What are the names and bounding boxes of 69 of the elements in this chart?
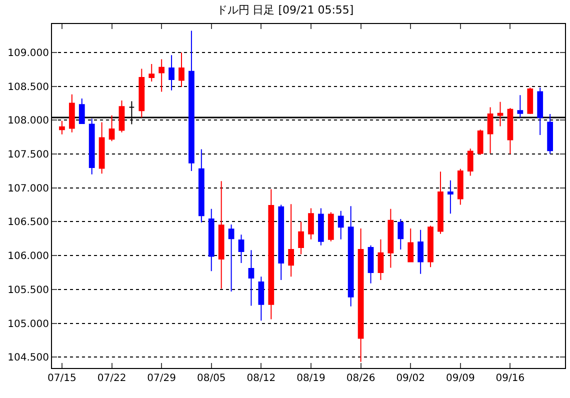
candlestick [118,100,125,133]
candlestick [178,52,184,88]
y-tick-label: 105.500 [8,284,49,296]
candlestick [527,87,534,115]
candlestick [78,98,85,124]
candlestick [408,228,414,262]
x-tick-label: 09/09 [446,373,475,384]
candlestick [547,114,553,155]
candlestick [188,30,194,172]
candlestick [268,188,274,320]
candlestick [278,204,284,280]
chart-title: ドル円 日足 [09/21 05:55] [216,4,354,17]
candlestick [418,229,424,274]
candlestick [457,168,464,206]
candlestick [98,122,105,174]
candlestick [378,238,384,280]
x-tick-label: 08/26 [346,373,376,384]
candlestick [59,120,65,135]
candlestick [388,208,394,268]
x-tick-label: 07/22 [97,373,126,384]
candlestick [477,129,484,156]
candlestick [88,118,95,175]
candlestick [368,244,374,284]
y-tick-label: 106.000 [8,251,49,262]
candlestick [308,208,314,240]
y-tick-label: 109.000 [8,48,49,59]
x-tick-label: 09/16 [496,373,525,384]
y-tick-label: 108.500 [8,82,49,93]
candlestick [497,101,504,127]
candlestick [318,208,324,246]
candlestick [238,234,244,264]
candlestick [467,148,474,176]
y-tick-label: 108.000 [8,116,49,127]
candlestick [438,171,444,234]
y-tick-label: 106.500 [8,217,49,228]
candlestick [348,206,354,307]
candlestick [428,225,434,268]
y-tick-label: 107.500 [8,150,49,161]
x-tick-label: 07/15 [48,373,76,384]
candlestick [537,87,544,136]
y-tick-label: 105.000 [8,318,49,330]
candlestick [158,58,165,92]
candlestick [68,94,75,133]
x-tick-label: 08/05 [196,373,226,384]
y-tick-label: 107.000 [8,183,49,194]
candlestick [448,180,454,214]
x-tick-label: 07/29 [147,373,176,384]
candlestick [198,148,204,223]
candlestick [248,250,254,306]
candlestick [228,224,234,292]
candlestick [398,218,404,250]
candlestick [328,212,334,242]
candlestick [208,208,214,272]
candlestick [108,114,115,142]
x-tick-label: 08/12 [246,373,276,384]
candlestick [338,210,344,240]
x-tick-label: 08/19 [296,373,326,384]
candlestick [218,180,224,290]
candlestick [168,54,174,91]
candlestick [148,63,155,82]
candlestick [298,221,304,255]
candlestick [487,106,494,154]
candlestick [258,276,264,322]
y-tick-label: 104.500 [8,352,49,364]
x-tick-label: 09/02 [396,373,426,384]
candlestick [517,94,524,118]
candlestick [288,204,294,278]
candlestick [138,68,145,118]
candlestick [507,107,514,155]
